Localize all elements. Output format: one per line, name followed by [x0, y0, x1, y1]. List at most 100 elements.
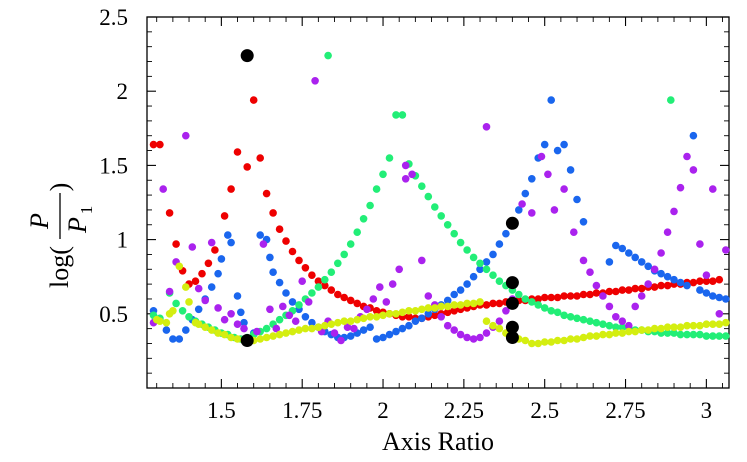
data-point — [579, 256, 588, 265]
data-point — [631, 327, 639, 336]
data-point — [495, 277, 504, 286]
data-point — [233, 320, 242, 329]
data-point — [702, 332, 711, 340]
data-point — [573, 292, 581, 300]
data-point — [240, 334, 254, 347]
data-point — [482, 265, 491, 274]
data-point — [269, 209, 277, 217]
data-point — [224, 231, 232, 239]
data-point — [657, 249, 665, 257]
data-point — [450, 326, 459, 334]
data-point — [544, 170, 552, 179]
data-point — [411, 307, 420, 315]
data-point — [240, 324, 248, 333]
data-point — [489, 299, 497, 308]
axis-ticks — [147, 16, 729, 388]
data-point — [227, 333, 235, 342]
data-point — [288, 327, 297, 336]
data-point — [644, 262, 652, 271]
data-point — [463, 333, 471, 342]
data-point — [489, 271, 497, 280]
data-point — [553, 308, 562, 317]
data-point — [301, 264, 310, 272]
data-point — [502, 229, 510, 238]
data-point — [256, 335, 265, 343]
data-point — [631, 302, 639, 311]
data-point — [618, 286, 627, 294]
data-point — [159, 185, 167, 193]
data-point — [346, 240, 355, 248]
data-point — [657, 324, 665, 333]
data-point — [502, 307, 510, 315]
data-point — [463, 246, 471, 254]
data-point — [521, 189, 530, 198]
data-point — [560, 336, 568, 345]
data-point — [346, 332, 355, 340]
data-point — [482, 123, 491, 131]
data-point — [398, 111, 407, 119]
data-point — [443, 296, 452, 305]
data-point — [156, 317, 164, 326]
data-point — [182, 131, 190, 140]
data-point — [379, 333, 387, 342]
data-point — [395, 265, 404, 274]
data-point — [385, 154, 394, 162]
data-point — [463, 299, 471, 308]
data-point — [495, 240, 504, 248]
data-point — [385, 310, 394, 318]
data-point — [359, 215, 368, 223]
data-point — [175, 335, 184, 343]
data-point — [188, 243, 197, 251]
data-point — [689, 131, 698, 140]
data-point — [327, 286, 336, 294]
data-point — [657, 269, 665, 278]
data-point — [424, 192, 433, 201]
data-point — [605, 330, 614, 339]
data-point — [314, 277, 323, 286]
data-point — [405, 313, 413, 321]
data-point — [372, 335, 381, 343]
data-point — [566, 292, 575, 300]
data-point — [311, 77, 319, 85]
data-point — [295, 256, 303, 265]
data-point — [450, 307, 459, 315]
data-point — [437, 302, 446, 311]
data-point — [547, 293, 555, 302]
data-point — [663, 329, 672, 337]
data-point — [676, 323, 685, 332]
data-point — [586, 290, 594, 299]
data-point — [450, 229, 459, 238]
data-point — [411, 317, 420, 326]
data-point — [670, 329, 678, 337]
data-point — [528, 339, 536, 348]
data-point — [482, 329, 491, 337]
x-tick-label: 2.5 — [530, 398, 559, 423]
data-point — [528, 209, 536, 217]
data-point — [266, 305, 274, 314]
data-point — [676, 278, 685, 287]
data-point — [709, 185, 717, 193]
data-point — [256, 154, 265, 162]
data-point — [715, 332, 724, 340]
data-point — [456, 238, 465, 247]
data-point — [702, 271, 711, 280]
data-point — [599, 330, 607, 339]
data-point — [670, 275, 678, 284]
x-tick-label: 3 — [701, 398, 713, 423]
data-point — [702, 277, 711, 286]
data-point — [418, 305, 426, 314]
data-point — [220, 212, 229, 220]
data-point — [586, 317, 594, 326]
data-point — [211, 246, 219, 254]
data-point — [308, 318, 316, 327]
data-point — [534, 295, 542, 303]
data-point — [194, 284, 203, 293]
data-point — [515, 290, 523, 299]
series-4 — [152, 262, 730, 348]
data-point — [262, 333, 271, 342]
data-point — [233, 292, 242, 300]
data-point — [683, 152, 691, 161]
data-point — [207, 238, 216, 247]
data-point — [340, 317, 349, 326]
data-point — [505, 276, 519, 290]
